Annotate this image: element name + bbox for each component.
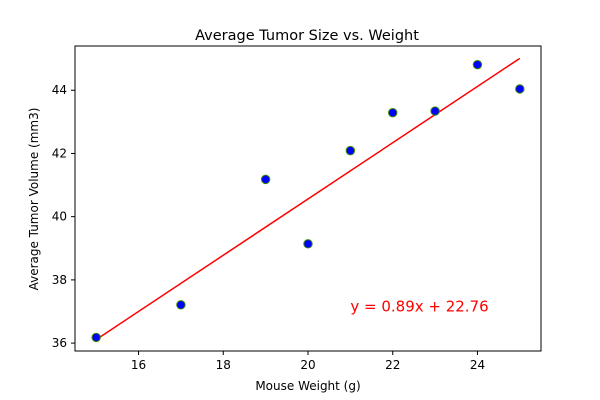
- x-tick-label: 24: [470, 358, 485, 372]
- regression-line: [95, 57, 521, 341]
- data-point: [515, 84, 525, 94]
- x-tick-label: 18: [216, 358, 231, 372]
- chart-title: Average Tumor Size vs. Weight: [195, 28, 419, 44]
- x-tick-label: 16: [131, 358, 146, 372]
- regression-equation-annotation: y = 0.89x + 22.76: [350, 297, 488, 315]
- data-point: [430, 106, 440, 116]
- y-tick-label: 38: [52, 273, 67, 287]
- data-points: [91, 59, 525, 343]
- y-axis-label: Average Tumor Volume (mm3): [27, 108, 41, 291]
- x-tick-label: 22: [385, 358, 400, 372]
- data-point: [176, 300, 186, 310]
- x-axis-ticks: 16 18 20 22 24: [131, 351, 485, 372]
- y-tick-label: 40: [52, 210, 67, 224]
- x-tick-label: 20: [300, 358, 315, 372]
- data-point: [303, 239, 313, 249]
- data-point: [260, 174, 271, 185]
- y-tick-label: 36: [52, 336, 67, 350]
- y-axis-ticks: 36 38 40 42 44: [52, 83, 75, 350]
- data-point: [388, 107, 398, 118]
- y-tick-label: 44: [52, 83, 67, 97]
- data-point: [472, 59, 483, 70]
- y-tick-label: 42: [52, 146, 67, 160]
- data-point: [91, 332, 101, 343]
- regression-line-group: [95, 57, 521, 341]
- x-axis-label: Mouse Weight (g): [255, 379, 360, 393]
- data-point: [345, 145, 356, 156]
